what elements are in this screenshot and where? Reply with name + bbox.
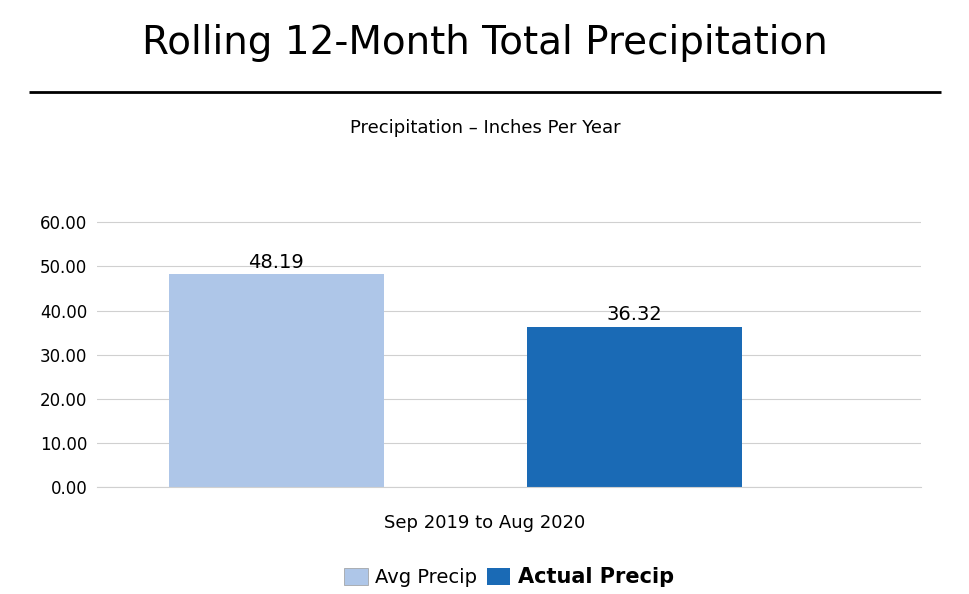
Bar [526,327,741,487]
Text: 36.32: 36.32 [607,305,662,324]
Text: Sep 2019 to Aug 2020: Sep 2019 to Aug 2020 [384,514,585,532]
Text: 48.19: 48.19 [248,253,304,272]
Text: Precipitation – Inches Per Year: Precipitation – Inches Per Year [350,119,619,137]
Legend: Avg Precip, Actual Precip: Avg Precip, Actual Precip [336,559,681,594]
Text: Rolling 12-Month Total Precipitation: Rolling 12-Month Total Precipitation [142,24,827,62]
Bar [169,274,384,487]
